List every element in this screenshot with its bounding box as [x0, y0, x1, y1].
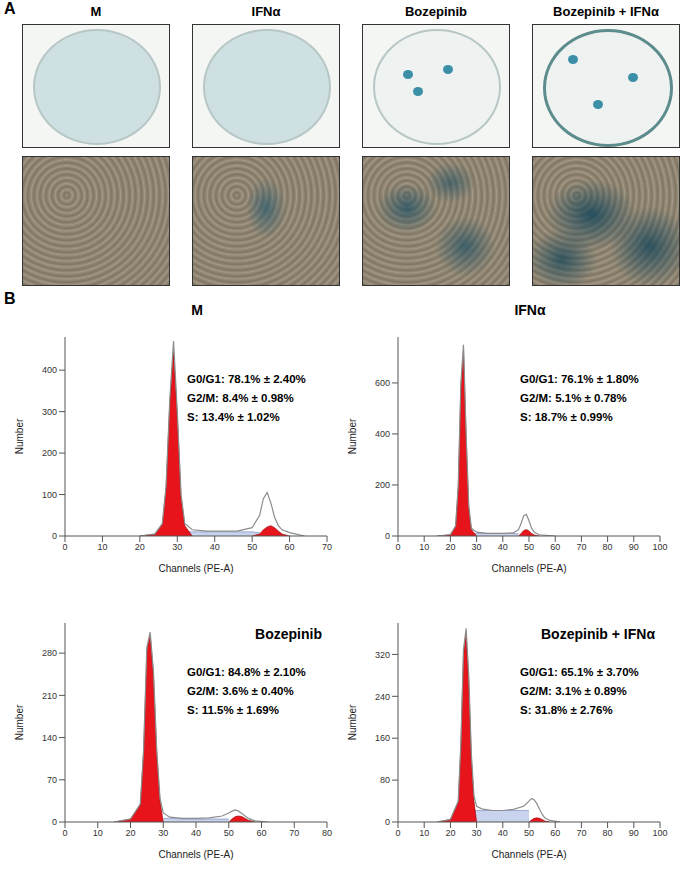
svg-text:400: 400 [375, 429, 390, 439]
svg-text:Number: Number [347, 418, 358, 454]
html-text:S: 31.8% ± 2.76%: S: 31.8% ± 2.76% [520, 704, 613, 716]
svg-text:Channels (PE-A): Channels (PE-A) [158, 563, 233, 574]
html-text:M: M [90, 4, 102, 19]
html-text:G0/G1: 65.1% ± 3.70%: G0/G1: 65.1% ± 3.70% [520, 666, 639, 678]
svg-text:70: 70 [289, 828, 299, 838]
html-text:B: B [4, 290, 16, 307]
svg-text:10: 10 [97, 542, 107, 552]
svg-text:60: 60 [256, 828, 266, 838]
svg-text:80: 80 [603, 542, 613, 552]
svg-text:60: 60 [550, 542, 560, 552]
html-text:A: A [4, 0, 16, 17]
svg-text:100: 100 [652, 542, 667, 552]
svg-text:40: 40 [210, 542, 220, 552]
svg-text:90: 90 [629, 542, 639, 552]
html-text:S: 18.7% ± 0.99%: S: 18.7% ± 0.99% [520, 411, 613, 423]
svg-text:20: 20 [445, 828, 455, 838]
svg-text:0: 0 [385, 817, 390, 827]
html-text:Bozepinib + IFNα: Bozepinib + IFNα [553, 4, 659, 19]
svg-text:0: 0 [52, 817, 57, 827]
svg-text:80: 80 [603, 828, 613, 838]
svg-text:30: 30 [158, 828, 168, 838]
svg-text:50: 50 [247, 542, 257, 552]
svg-text:20: 20 [445, 542, 455, 552]
svg-text:200: 200 [375, 480, 390, 490]
html-text:S: 13.4% ± 1.02%: S: 13.4% ± 1.02% [187, 411, 280, 423]
html-text:G2/M: 5.1% ± 0.78%: G2/M: 5.1% ± 0.78% [520, 392, 627, 404]
svg-text:70: 70 [322, 542, 332, 552]
html-text:G2/M: 3.6% ± 0.40%: G2/M: 3.6% ± 0.40% [187, 685, 294, 697]
html-text:S: 11.5% ± 1.69%: S: 11.5% ± 1.69% [187, 704, 279, 716]
svg-text:0: 0 [385, 531, 390, 541]
svg-text:30: 30 [172, 542, 182, 552]
svg-text:10: 10 [419, 828, 429, 838]
svg-text:Number: Number [14, 418, 25, 454]
html-text:M: M [191, 302, 203, 318]
svg-text:80: 80 [322, 828, 332, 838]
svg-text:210: 210 [42, 691, 57, 701]
html-text:G0/G1: 84.8% ± 2.10%: G0/G1: 84.8% ± 2.10% [187, 666, 306, 678]
svg-text:70: 70 [576, 828, 586, 838]
svg-text:0: 0 [395, 542, 400, 552]
svg-text:Channels (PE-A): Channels (PE-A) [158, 849, 233, 860]
svg-text:70: 70 [576, 542, 586, 552]
html-text:IFNα: IFNα [251, 4, 281, 19]
html-text:Bozepinib: Bozepinib [255, 626, 322, 642]
svg-text:10: 10 [419, 542, 429, 552]
svg-text:Number: Number [347, 704, 358, 740]
html-text:G2/M: 3.1% ± 0.89%: G2/M: 3.1% ± 0.89% [520, 685, 627, 697]
svg-text:20: 20 [135, 542, 145, 552]
svg-text:240: 240 [375, 692, 390, 702]
html-text:IFNα: IFNα [514, 302, 546, 318]
html-text:G0/G1: 78.1% ± 2.40%: G0/G1: 78.1% ± 2.40% [187, 373, 306, 385]
svg-text:20: 20 [125, 828, 135, 838]
svg-text:50: 50 [524, 828, 534, 838]
html-text:Bozepinib: Bozepinib [404, 4, 467, 19]
svg-text:60: 60 [550, 828, 560, 838]
svg-text:100: 100 [42, 490, 57, 500]
svg-text:30: 30 [472, 542, 482, 552]
html-text:G2/M: 8.4% ± 0.98%: G2/M: 8.4% ± 0.98% [187, 392, 294, 404]
svg-text:40: 40 [498, 828, 508, 838]
svg-text:140: 140 [42, 733, 57, 743]
svg-text:280: 280 [42, 648, 57, 658]
svg-text:70: 70 [47, 775, 57, 785]
svg-text:300: 300 [42, 407, 57, 417]
svg-text:80: 80 [380, 775, 390, 785]
svg-text:320: 320 [375, 650, 390, 660]
svg-text:Channels (PE-A): Channels (PE-A) [491, 849, 566, 860]
svg-text:100: 100 [652, 828, 667, 838]
svg-text:40: 40 [498, 542, 508, 552]
svg-text:0: 0 [62, 542, 67, 552]
svg-text:0: 0 [52, 531, 57, 541]
svg-text:400: 400 [42, 365, 57, 375]
svg-text:Number: Number [14, 704, 25, 740]
svg-text:Channels (PE-A): Channels (PE-A) [491, 563, 566, 574]
svg-text:90: 90 [629, 828, 639, 838]
svg-text:40: 40 [191, 828, 201, 838]
svg-text:50: 50 [224, 828, 234, 838]
svg-text:200: 200 [42, 448, 57, 458]
svg-text:10: 10 [93, 828, 103, 838]
svg-text:50: 50 [524, 542, 534, 552]
svg-text:30: 30 [472, 828, 482, 838]
svg-text:0: 0 [62, 828, 67, 838]
html-text:Bozepinib + IFNα: Bozepinib + IFNα [541, 626, 655, 642]
svg-text:60: 60 [285, 542, 295, 552]
svg-text:600: 600 [375, 378, 390, 388]
html-text:G0/G1: 76.1% ± 1.80%: G0/G1: 76.1% ± 1.80% [520, 373, 639, 385]
svg-text:160: 160 [375, 733, 390, 743]
svg-text:0: 0 [395, 828, 400, 838]
